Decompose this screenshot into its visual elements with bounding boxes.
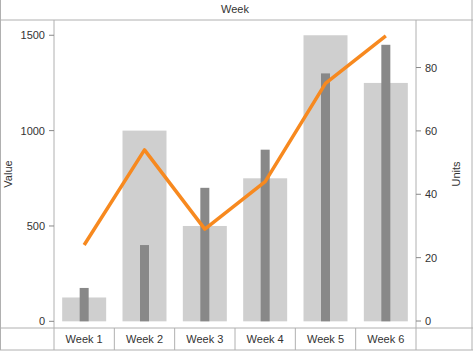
y2-tick-label: 20 bbox=[425, 252, 437, 264]
category-divider bbox=[114, 328, 115, 350]
x-tick-label: Week 3 bbox=[186, 333, 223, 345]
x-axis-title: Week bbox=[221, 3, 249, 15]
y2-tick-label: 60 bbox=[425, 125, 437, 137]
y-tick bbox=[49, 321, 54, 322]
y-axis-title: Value bbox=[2, 160, 14, 187]
y-tick bbox=[49, 35, 54, 36]
frame-top bbox=[0, 20, 473, 21]
category-divider bbox=[235, 328, 236, 350]
x-tick-label: Week 5 bbox=[307, 333, 344, 345]
x-tick-label: Week 6 bbox=[367, 333, 404, 345]
y-tick-label: 500 bbox=[27, 220, 45, 232]
x-tick-label: Week 1 bbox=[66, 333, 103, 345]
y-tick bbox=[49, 225, 54, 226]
x-tick-label: Week 4 bbox=[247, 333, 284, 345]
plot-area bbox=[62, 35, 408, 321]
frame-footer bbox=[0, 350, 473, 351]
y-axis-line bbox=[54, 20, 55, 350]
y2-tick bbox=[416, 257, 421, 258]
y-tick-label: 1000 bbox=[21, 125, 45, 137]
chart: Week 0 500 1000 1500 0 20 40 60 80 Value Units Week … bbox=[0, 0, 473, 353]
y2-tick bbox=[416, 194, 421, 195]
category-divider bbox=[174, 328, 175, 350]
x-tick-label: Week 2 bbox=[126, 333, 163, 345]
bar bbox=[123, 131, 167, 322]
bar bbox=[304, 35, 348, 321]
frame-bottom bbox=[0, 328, 473, 329]
y2-tick bbox=[416, 67, 421, 68]
y2-axis-title: Units bbox=[450, 161, 462, 187]
category-divider bbox=[355, 328, 356, 350]
y2-tick bbox=[416, 321, 421, 322]
y2-tick-label: 40 bbox=[425, 188, 437, 200]
y-tick-label: 0 bbox=[39, 315, 45, 327]
bar bbox=[200, 188, 209, 321]
category-divider bbox=[295, 328, 296, 350]
line bbox=[84, 36, 386, 245]
bar bbox=[381, 45, 390, 322]
y2-tick bbox=[416, 130, 421, 131]
bar bbox=[80, 288, 89, 321]
y2-tick-label: 80 bbox=[425, 62, 437, 74]
bar bbox=[321, 73, 330, 321]
bar bbox=[140, 245, 149, 321]
y-tick bbox=[49, 130, 54, 131]
frame-right bbox=[472, 0, 473, 350]
frame-left bbox=[0, 0, 1, 350]
y2-tick-label: 0 bbox=[425, 315, 431, 327]
y2-axis-line bbox=[416, 20, 417, 350]
y-tick-label: 1500 bbox=[21, 29, 45, 41]
